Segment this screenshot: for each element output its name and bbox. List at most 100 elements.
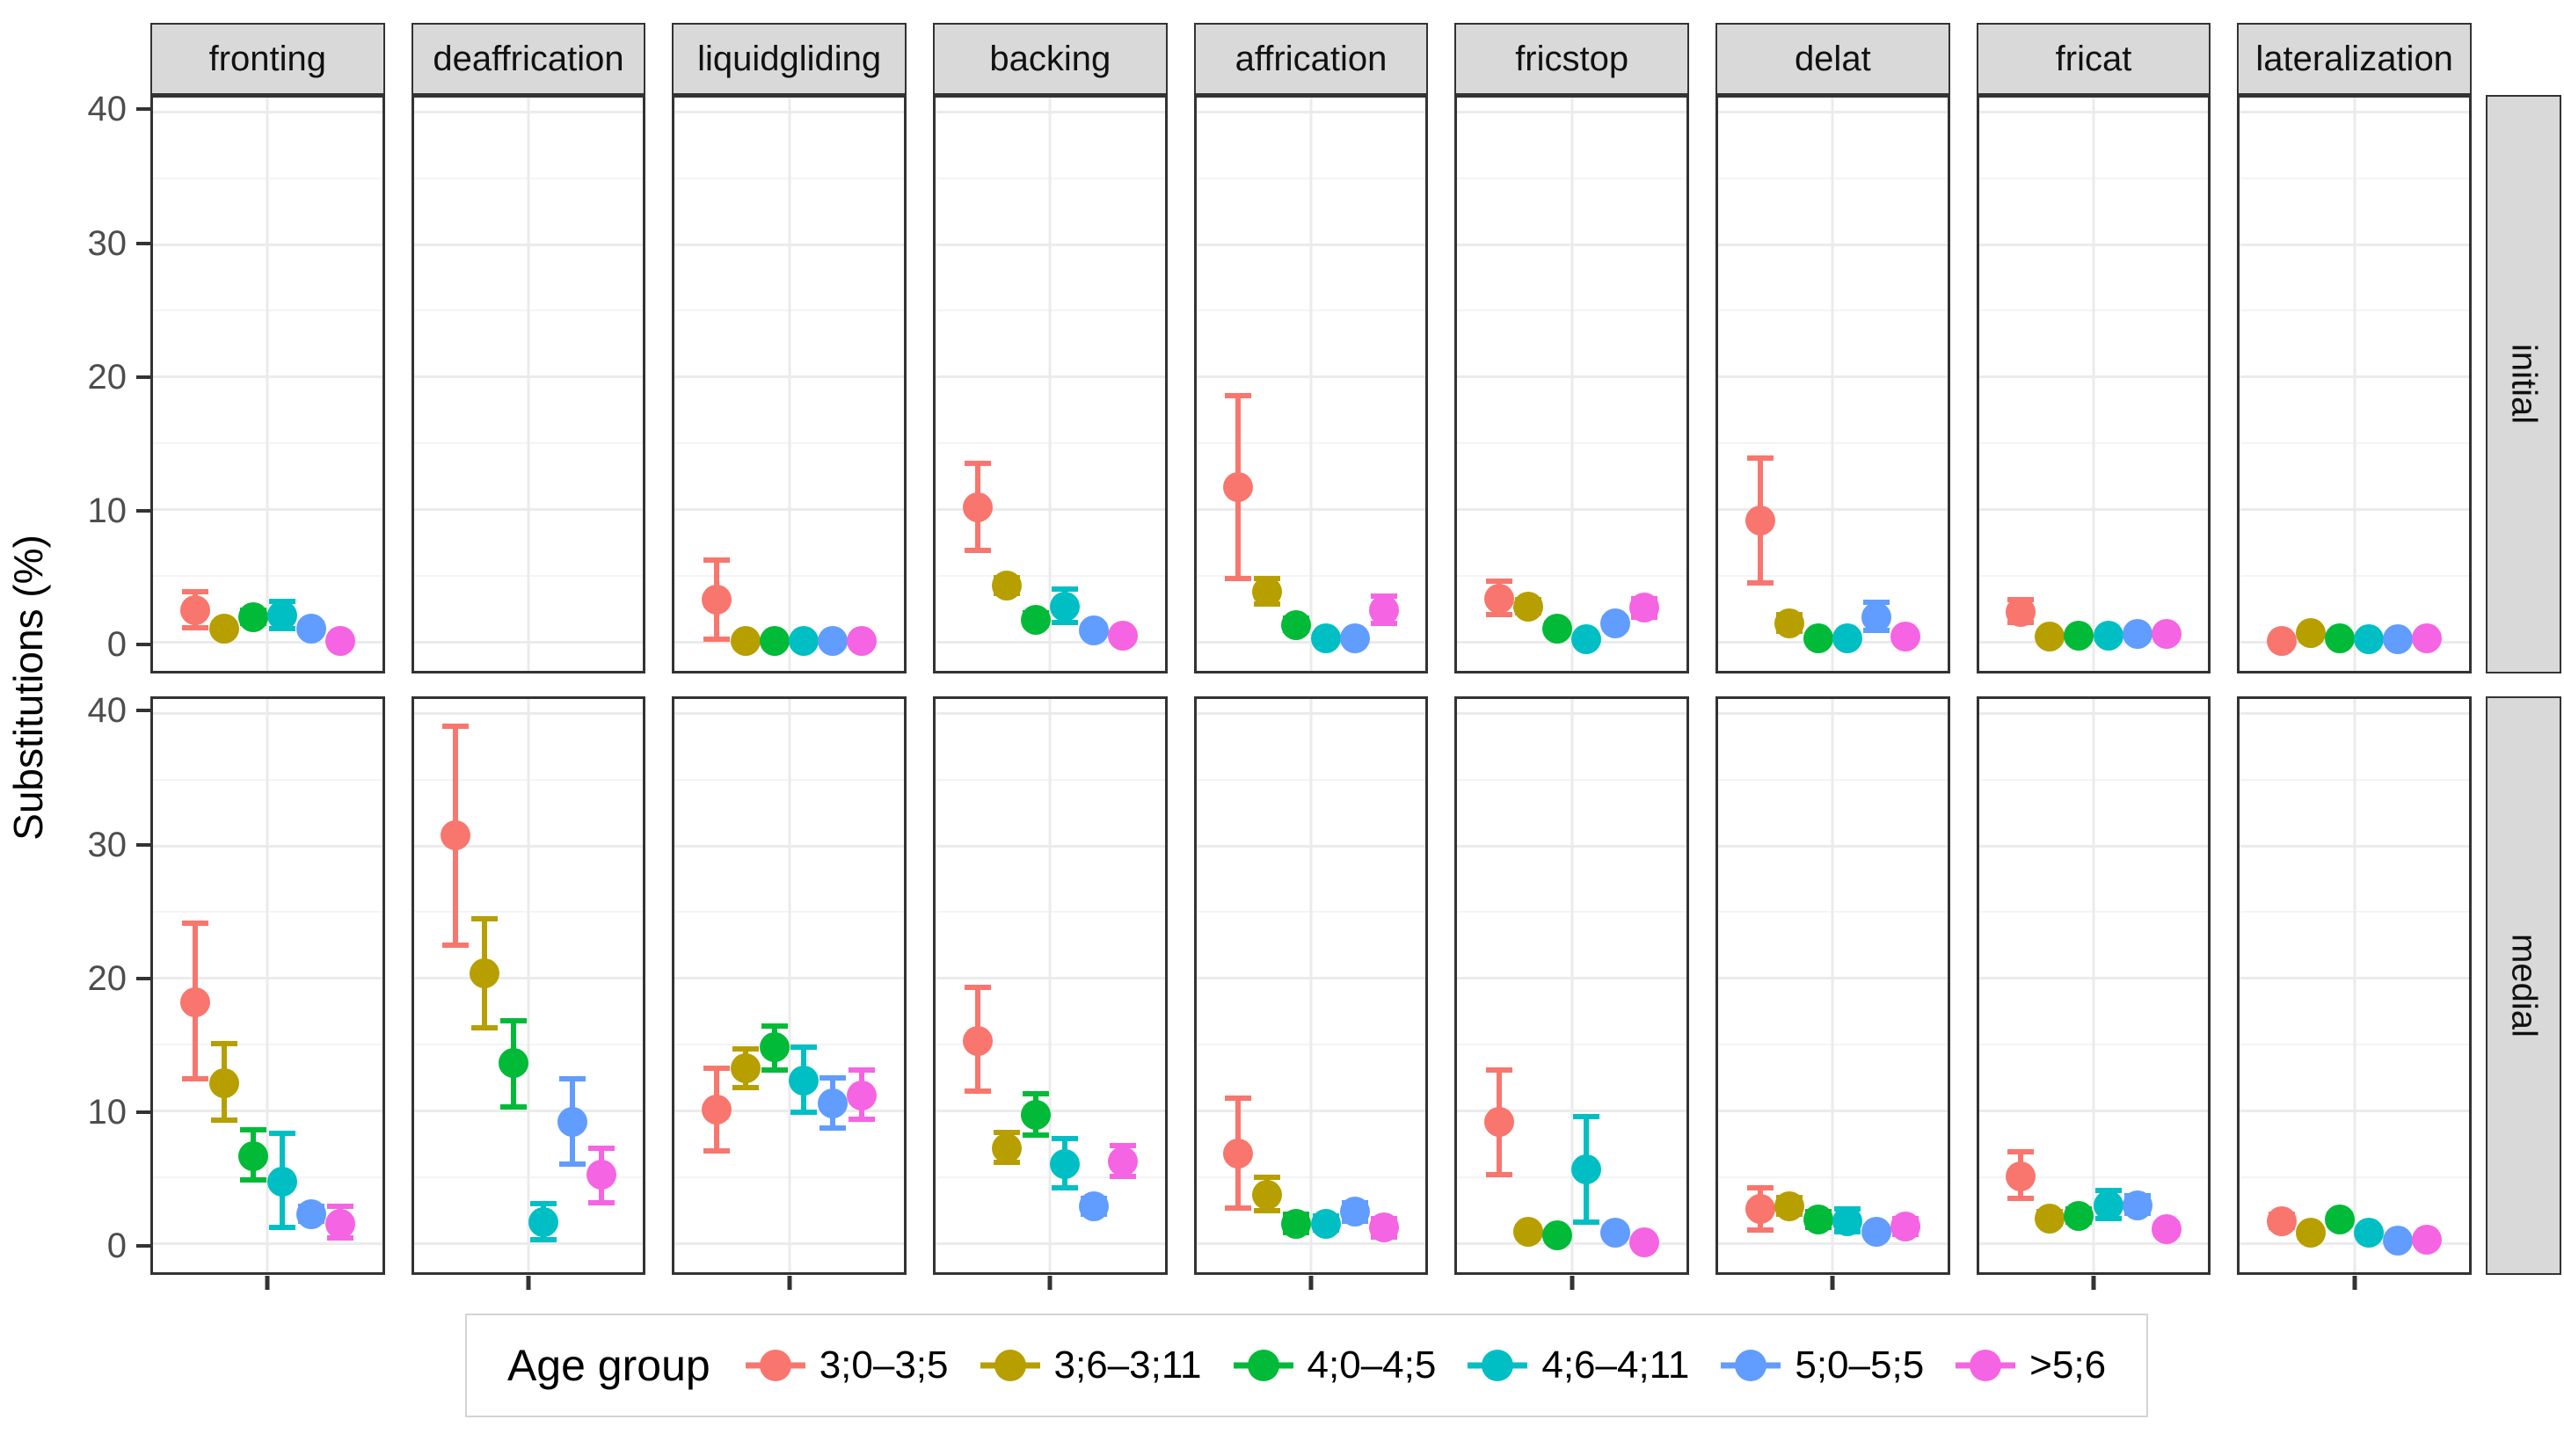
- gridline-vertical: [2092, 699, 2095, 1272]
- data-point: [1223, 472, 1254, 502]
- panel-initial-liquidgliding: [672, 95, 907, 673]
- panel-cell: [2224, 95, 2485, 673]
- data-point: [325, 1208, 356, 1239]
- y-tick: [136, 1110, 151, 1114]
- data-point: [1861, 1216, 1891, 1247]
- facet-strip-affrication: affrication: [1193, 23, 1429, 95]
- legend-key-circle: [1482, 1350, 1514, 1381]
- error-bar-cap: [1110, 1142, 1137, 1148]
- data-point: [1774, 1191, 1804, 1222]
- gridline-vertical: [266, 699, 269, 1272]
- gridline-vertical: [2092, 98, 2095, 671]
- legend-key-circle: [1970, 1350, 2002, 1381]
- x-tick: [1308, 1276, 1314, 1290]
- data-point: [1629, 1227, 1660, 1257]
- data-point: [1108, 1146, 1139, 1176]
- data-point: [1078, 615, 1109, 645]
- data-point: [1049, 1148, 1080, 1179]
- legend-key-circle: [1735, 1350, 1767, 1381]
- error-bar-cap: [558, 1076, 586, 1082]
- data-point: [1745, 505, 1775, 535]
- data-point: [818, 1088, 849, 1118]
- error-bar-cap: [964, 985, 991, 991]
- panel-cell: [659, 95, 920, 673]
- data-point: [470, 957, 500, 988]
- error-bar-cap: [181, 589, 208, 595]
- data-point: [1108, 620, 1139, 651]
- error-bar-cap: [790, 1110, 818, 1116]
- error-bar-cap: [2007, 1196, 2035, 1202]
- error-bar-cap: [1051, 1136, 1078, 1142]
- data-point: [2266, 625, 2297, 656]
- row-gap: [659, 673, 920, 696]
- y-tick: [136, 107, 151, 112]
- gridline-vertical: [1048, 98, 1052, 671]
- row-gap: [1441, 673, 1702, 696]
- error-bar-cap: [1022, 1091, 1049, 1097]
- panel-medial-fricat: [1976, 696, 2211, 1290]
- gridline-vertical: [1570, 98, 1574, 671]
- error-bar-cap: [1225, 1205, 1252, 1211]
- data-point: [1861, 601, 1891, 632]
- error-bar-cap: [1746, 1185, 1774, 1191]
- data-point: [2006, 1161, 2036, 1191]
- errorbar-point-key-icon: [745, 1345, 805, 1386]
- data-point: [557, 1106, 587, 1137]
- data-point: [1832, 622, 1862, 653]
- error-bar-cap: [1225, 392, 1252, 398]
- panel-cell: [659, 696, 920, 1290]
- data-point: [1513, 591, 1543, 622]
- error-bar-cap: [587, 1199, 615, 1205]
- panel-initial-fronting: [150, 95, 385, 673]
- data-point: [847, 1080, 878, 1110]
- error-bar-cap: [471, 916, 499, 922]
- error-bar-cap: [993, 1129, 1020, 1135]
- row-gap: [920, 673, 1181, 696]
- error-bar-cap: [1051, 1185, 1078, 1191]
- legend-item-label: 3;0–3;5: [819, 1343, 949, 1387]
- facet-strip-backing: backing: [932, 23, 1168, 95]
- x-tick: [787, 1276, 792, 1290]
- error-bar-cap: [181, 1076, 208, 1082]
- data-point: [1629, 593, 1660, 623]
- gridline-vertical: [788, 699, 791, 1272]
- panel-cell: [1441, 696, 1702, 1290]
- legend-item: 3;0–3;5: [745, 1343, 949, 1387]
- legend-title: Age group: [506, 1341, 710, 1390]
- facet-strip-fricstop: fricstop: [1454, 23, 1689, 95]
- error-bar-cap: [761, 1023, 789, 1030]
- error-bar-cap: [819, 1074, 847, 1081]
- error-bar-cap: [268, 1131, 295, 1137]
- data-point: [179, 987, 210, 1017]
- data-point: [208, 1067, 239, 1098]
- error-bar-cap: [210, 1040, 237, 1046]
- error-bar-cap: [1022, 1132, 1049, 1138]
- facet-grid: fronting deaffrication liquidgliding backin…: [49, 23, 2564, 1290]
- error-bar-cap: [761, 1067, 789, 1073]
- gridline-vertical: [2353, 699, 2356, 1272]
- data-point: [1223, 1138, 1254, 1168]
- panel-medial-lateralization: [2237, 696, 2472, 1290]
- y-tick-label: 0: [106, 1227, 127, 1266]
- y-tick: [136, 1244, 151, 1249]
- error-bar-cap: [703, 637, 730, 643]
- error-bar-cap: [703, 1147, 730, 1154]
- legend-item: >5;6: [1956, 1343, 2106, 1387]
- x-tick: [526, 1276, 531, 1290]
- data-point: [1542, 614, 1573, 644]
- facet-strip-fricat: fricat: [1976, 23, 2211, 95]
- legend-item: 3;6–3;11: [980, 1343, 1202, 1387]
- data-point: [2412, 1224, 2443, 1255]
- error-bar-cap: [587, 1145, 615, 1151]
- y-tick-label: 20: [87, 357, 127, 397]
- data-point: [847, 625, 878, 656]
- facet-strip-label: initial: [2504, 344, 2544, 425]
- row-gap: [2224, 673, 2485, 696]
- panel-cell: [398, 95, 659, 673]
- row-gap: [137, 673, 398, 696]
- data-point: [266, 1166, 297, 1197]
- error-bar-cap: [964, 460, 991, 466]
- legend-item-label: 4;6–4;11: [1541, 1343, 1690, 1387]
- gridline-vertical: [527, 98, 530, 671]
